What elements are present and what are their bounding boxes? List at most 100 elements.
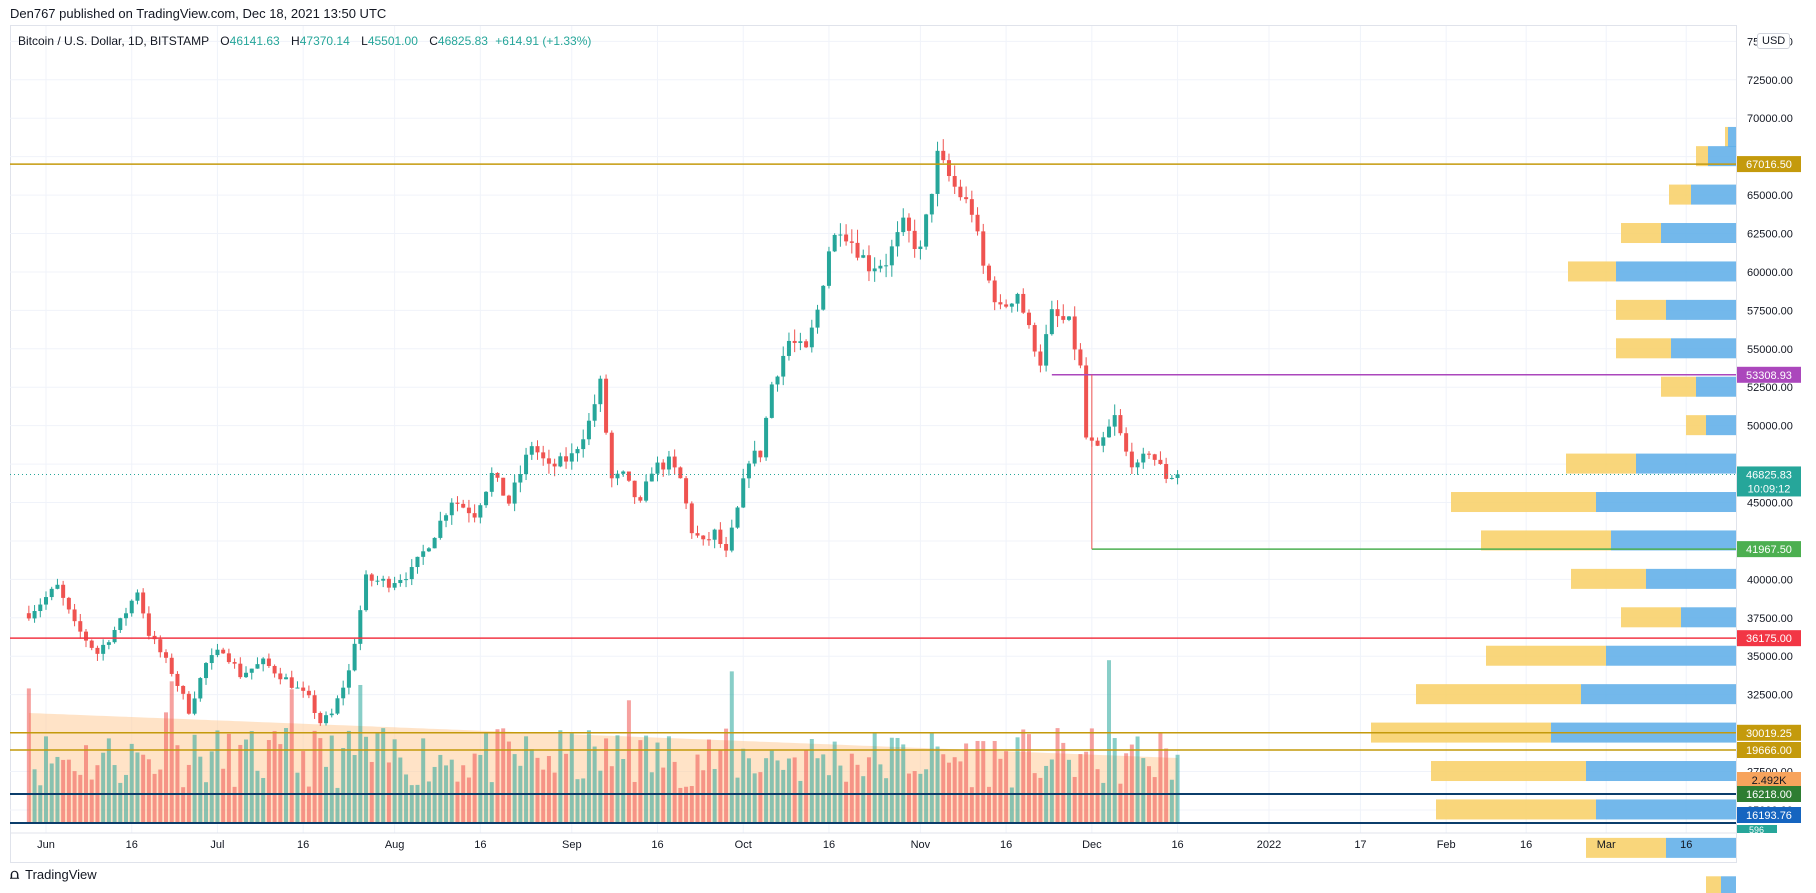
time-tick-label: 16 (126, 839, 138, 851)
candle-body (649, 473, 654, 482)
candle-body (518, 474, 523, 483)
volume-bar (1112, 738, 1117, 823)
volume-bar (1026, 734, 1031, 823)
candle-body (175, 673, 180, 686)
volume-profile-bar (1696, 376, 1736, 397)
candle-body (1101, 437, 1106, 446)
candle-body (781, 355, 786, 377)
volume-profile-bar (1571, 568, 1646, 589)
candle-body (529, 446, 534, 455)
volume-bar (1175, 754, 1180, 823)
volume-bar (752, 773, 757, 823)
volume-bar (289, 689, 294, 823)
candle-body (998, 302, 1003, 305)
volume-bar (61, 759, 66, 823)
volume-bar (861, 776, 866, 823)
candle-body (118, 618, 123, 631)
candle-body (826, 251, 831, 286)
volume-bar (621, 759, 626, 823)
volume-bar (872, 732, 877, 823)
currency-button[interactable]: USD (1757, 33, 1791, 49)
volume-bar (912, 771, 917, 823)
candle-body (415, 556, 420, 568)
volume-bar (106, 738, 111, 823)
level-price-label: 53308.93 (1746, 370, 1792, 382)
volume-bar (604, 738, 609, 823)
candle-body (358, 610, 363, 644)
price-tick-label: 62500.00 (1747, 229, 1793, 241)
level-price-tag (1737, 630, 1801, 647)
candle-body (638, 497, 643, 501)
candle-body (632, 480, 637, 498)
candle-body (586, 420, 591, 440)
volume-bar (301, 751, 306, 823)
candle-body (261, 658, 266, 665)
candle-body (918, 246, 923, 250)
candle-body (495, 472, 500, 478)
candle-body (741, 478, 746, 508)
volume-bar (735, 777, 740, 823)
chart-frame[interactable] (10, 25, 1737, 863)
volume-profile-bar (1669, 184, 1691, 205)
candle-body (901, 217, 906, 233)
candle-body (346, 670, 351, 688)
candle-body (569, 453, 574, 462)
volume-profile-bar (1596, 799, 1736, 820)
candle-body (958, 186, 963, 198)
candle-body (226, 653, 231, 663)
candle-body (146, 613, 151, 636)
volume-bar (472, 753, 477, 823)
volume-bar (495, 729, 500, 823)
volume-bar (1106, 660, 1111, 823)
volume-profile-bar (1416, 684, 1581, 705)
candle-body (272, 665, 277, 674)
volume-bar (564, 753, 569, 823)
volume-profile-bar (1661, 223, 1736, 244)
volume-bar (815, 758, 820, 823)
candle-body (484, 491, 489, 506)
open-label: O (220, 34, 230, 48)
volume-profile-bar (1721, 876, 1736, 893)
volume-bar (901, 744, 906, 823)
volume-bar (455, 781, 460, 823)
candle-body (32, 611, 37, 619)
volume-bar (695, 754, 700, 823)
candle-body (872, 268, 877, 272)
candle-body (49, 588, 54, 598)
candle-body (404, 579, 409, 581)
volume-bar (415, 784, 420, 823)
volume-bar (501, 728, 506, 823)
candle-body (78, 621, 83, 632)
volume-bar (781, 769, 786, 823)
candle-body (815, 309, 820, 328)
volume-value-tag (1737, 772, 1801, 788)
candle-body (244, 672, 249, 678)
candle-body (558, 456, 563, 467)
volume-profile-bar (1646, 568, 1736, 589)
candle-body (1084, 365, 1089, 438)
volume-bar (32, 769, 37, 823)
candle-body (878, 265, 883, 269)
candle-body (129, 600, 134, 614)
volume-profile-bar (1616, 338, 1671, 359)
candle-body (306, 690, 311, 696)
volume-bar (529, 749, 534, 823)
candle-body (506, 495, 511, 504)
volume-profile-bar (1671, 338, 1736, 359)
volume-bar (821, 754, 826, 823)
volume-profile-bar (1566, 453, 1636, 474)
candle-body (1175, 474, 1180, 478)
candle-body (478, 505, 483, 518)
time-tick-label: Jun (37, 839, 55, 851)
candle-body (438, 520, 443, 538)
volume-profile-bar (1691, 184, 1736, 205)
volume-bar (798, 780, 803, 823)
volume-bar (1009, 787, 1014, 823)
volume-profile-bar (1616, 261, 1736, 282)
volume-bar (632, 781, 637, 823)
candle-body (969, 199, 974, 215)
volume-bar (1038, 777, 1043, 823)
price-tick-label: 37500.00 (1747, 613, 1793, 625)
candle-body (72, 609, 77, 622)
